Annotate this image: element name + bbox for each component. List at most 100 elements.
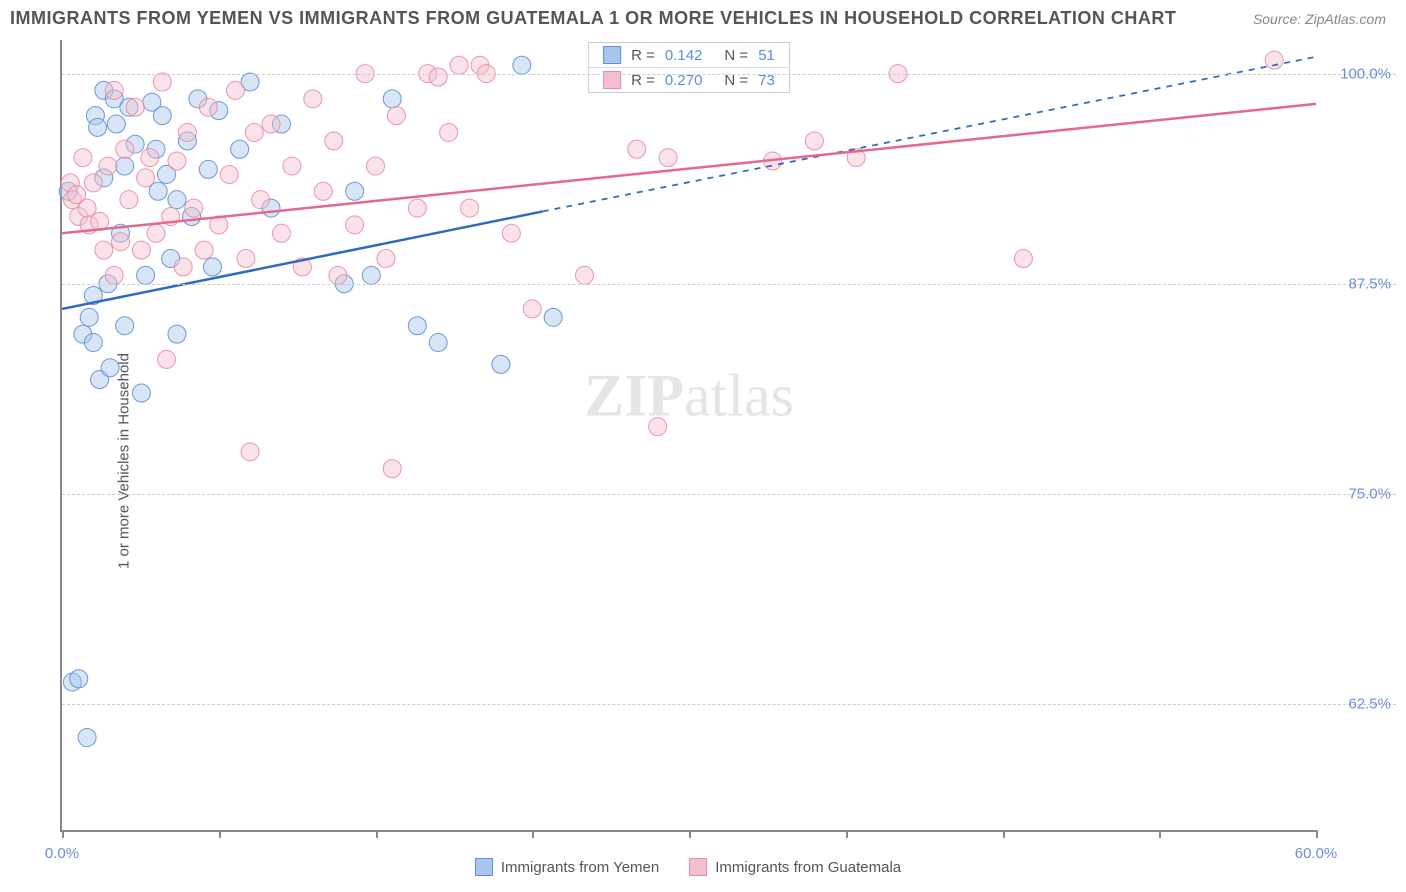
- legend-swatch: [689, 858, 707, 876]
- scatter-point: [304, 90, 322, 108]
- scatter-point: [576, 266, 594, 284]
- trend-line: [62, 104, 1316, 233]
- scatter-point: [461, 199, 479, 217]
- scatter-point: [220, 165, 238, 183]
- scatter-point: [237, 250, 255, 268]
- stat-label: R =: [631, 47, 655, 64]
- ytick-label: 100.0%: [1340, 65, 1391, 82]
- xtick: [376, 830, 378, 838]
- xtick: [1159, 830, 1161, 838]
- stat-label: N =: [724, 47, 748, 64]
- source-label: Source: ZipAtlas.com: [1253, 11, 1386, 27]
- scatter-point: [158, 350, 176, 368]
- ytick-label: 87.5%: [1348, 275, 1391, 292]
- scatter-point: [116, 140, 134, 158]
- scatter-point: [116, 157, 134, 175]
- legend-item: Immigrants from Yemen: [475, 858, 659, 876]
- plot-area: ZIPatlas R =0.142N =51R =0.270N =73 62.5…: [60, 40, 1316, 832]
- scatter-point: [120, 191, 138, 209]
- scatter-point: [245, 123, 263, 141]
- scatter-point: [408, 199, 426, 217]
- gridline-h: [62, 494, 1396, 495]
- scatter-point: [544, 308, 562, 326]
- xtick: [846, 830, 848, 838]
- scatter-point: [628, 140, 646, 158]
- gridline-h: [62, 704, 1396, 705]
- scatter-point: [367, 157, 385, 175]
- scatter-point: [132, 384, 150, 402]
- scatter-point: [147, 224, 165, 242]
- scatter-point: [137, 169, 155, 187]
- scatter-point: [195, 241, 213, 259]
- scatter-point: [141, 149, 159, 167]
- xtick: [532, 830, 534, 838]
- scatter-point: [132, 241, 150, 259]
- scatter-point: [99, 157, 117, 175]
- scatter-point: [346, 182, 364, 200]
- legend-label: Immigrants from Guatemala: [715, 859, 901, 876]
- scatter-point: [84, 174, 102, 192]
- scatter-point: [408, 317, 426, 335]
- xtick: [62, 830, 64, 838]
- series-legend: Immigrants from Yemen Immigrants from Gua…: [60, 858, 1316, 876]
- scatter-point: [80, 308, 98, 326]
- ytick-label: 62.5%: [1348, 695, 1391, 712]
- scatter-point: [314, 182, 332, 200]
- scatter-point: [805, 132, 823, 150]
- gridline-h: [62, 284, 1396, 285]
- scatter-point: [513, 56, 531, 74]
- legend-swatch: [603, 46, 621, 64]
- scatter-point: [492, 355, 510, 373]
- scatter-point: [325, 132, 343, 150]
- scatter-point: [649, 418, 667, 436]
- scatter-point: [153, 73, 171, 91]
- scatter-point: [450, 56, 468, 74]
- scatter-point: [383, 90, 401, 108]
- xtick: [1003, 830, 1005, 838]
- correlation-legend: R =0.142N =51R =0.270N =73: [588, 42, 790, 93]
- scatter-point: [84, 334, 102, 352]
- scatter-point: [440, 123, 458, 141]
- scatter-point: [74, 149, 92, 167]
- scatter-point: [377, 250, 395, 268]
- legend-label: Immigrants from Yemen: [501, 859, 659, 876]
- scatter-point: [362, 266, 380, 284]
- scatter-svg: [62, 40, 1316, 830]
- scatter-point: [252, 191, 270, 209]
- scatter-point: [387, 107, 405, 125]
- legend-swatch: [475, 858, 493, 876]
- scatter-point: [1014, 250, 1032, 268]
- scatter-point: [429, 334, 447, 352]
- chart-container: 1 or more Vehicles in Household ZIPatlas…: [10, 40, 1396, 882]
- scatter-point: [203, 258, 221, 276]
- scatter-point: [168, 191, 186, 209]
- scatter-point: [659, 149, 677, 167]
- scatter-point: [199, 98, 217, 116]
- stat-value-r: 0.142: [665, 47, 703, 64]
- scatter-point: [283, 157, 301, 175]
- scatter-point: [272, 224, 290, 242]
- scatter-point: [101, 359, 119, 377]
- scatter-point: [523, 300, 541, 318]
- scatter-point: [105, 266, 123, 284]
- scatter-point: [153, 107, 171, 125]
- scatter-point: [346, 216, 364, 234]
- scatter-point: [105, 81, 123, 99]
- scatter-point: [126, 98, 144, 116]
- scatter-point: [199, 160, 217, 178]
- scatter-point: [116, 317, 134, 335]
- scatter-point: [329, 266, 347, 284]
- scatter-point: [168, 152, 186, 170]
- legend-item: Immigrants from Guatemala: [689, 858, 901, 876]
- gridline-h: [62, 74, 1396, 75]
- scatter-point: [78, 729, 96, 747]
- legend-row: R =0.270N =73: [589, 68, 789, 92]
- scatter-point: [502, 224, 520, 242]
- scatter-point: [107, 115, 125, 133]
- scatter-point: [112, 233, 130, 251]
- scatter-point: [95, 241, 113, 259]
- xtick: [689, 830, 691, 838]
- scatter-point: [178, 123, 196, 141]
- legend-row: R =0.142N =51: [589, 43, 789, 68]
- scatter-point: [262, 115, 280, 133]
